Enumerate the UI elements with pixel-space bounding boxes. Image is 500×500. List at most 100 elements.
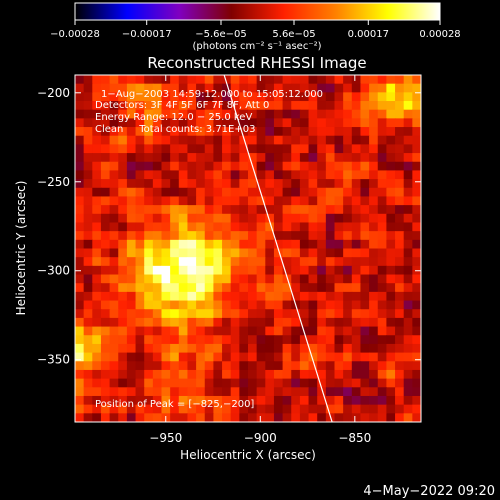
heatmap-cell [196, 83, 206, 93]
heatmap-cell [308, 231, 318, 241]
heatmap-cell [412, 75, 421, 85]
heatmap-cell [196, 109, 206, 119]
heatmap-cell [248, 335, 258, 345]
heatmap-cell [265, 309, 275, 319]
heatmap-cell [351, 283, 362, 293]
heatmap-cell [109, 300, 119, 310]
heatmap-cell [75, 274, 85, 284]
heatmap-cell [170, 413, 180, 422]
heatmap-cell [317, 369, 327, 380]
heatmap-cell [273, 239, 284, 250]
heatmap-cell [403, 283, 413, 293]
heatmap-cell [265, 187, 275, 198]
heatmap-cell [325, 179, 336, 189]
heatmap-cell [178, 378, 189, 388]
heatmap-cell [170, 179, 180, 189]
heatmap-cell [291, 274, 301, 284]
heatmap-cell [351, 361, 362, 371]
heatmap-cell [196, 222, 206, 232]
heatmap-cell [196, 205, 206, 215]
heatmap-cell [213, 144, 223, 154]
heatmap-cell [351, 101, 362, 111]
heatmap-cell [118, 361, 128, 371]
heatmap-cell [369, 187, 379, 198]
heatmap-cell [75, 300, 85, 310]
heatmap-cell [196, 326, 206, 336]
heatmap-cell [100, 257, 111, 267]
heatmap-cell [317, 196, 327, 206]
heatmap-cell [343, 361, 353, 371]
heatmap-cell [187, 118, 197, 128]
heatmap-cell [360, 144, 370, 154]
heatmap-cell [325, 83, 336, 93]
heatmap-cell [395, 283, 405, 293]
heatmap-cell [248, 222, 258, 232]
heatmap-cell [178, 161, 189, 172]
heatmap-cell [386, 205, 396, 215]
heatmap-cell [170, 127, 180, 137]
heatmap-cell [152, 378, 163, 388]
heatmap-cell [187, 222, 197, 232]
heatmap-cell [213, 101, 223, 111]
heatmap-cell [75, 387, 85, 397]
heatmap-cell [386, 92, 396, 102]
heatmap-cell [299, 335, 310, 345]
heatmap-cell [144, 404, 154, 414]
heatmap-cell [83, 274, 93, 284]
heatmap-cell [239, 92, 249, 102]
heatmap-cell [317, 170, 327, 180]
heatmap-cell [222, 222, 232, 232]
heatmap-cell [377, 92, 387, 102]
heatmap-cell [317, 75, 327, 85]
heatmap-cell [299, 92, 310, 102]
heatmap-cell [386, 135, 396, 145]
heatmap-cell [126, 127, 137, 137]
heatmap-cell [161, 179, 171, 189]
heatmap-cell [343, 179, 353, 189]
heatmap-cell [291, 222, 301, 232]
colorbar [74, 2, 441, 21]
heatmap-cell [100, 118, 111, 128]
heatmap-cell [265, 248, 275, 258]
heatmap-cell [369, 300, 379, 310]
heatmap-cell [299, 378, 310, 388]
heatmap-cell [170, 265, 180, 276]
heatmap-cell [178, 387, 189, 397]
heatmap-cell [273, 361, 284, 371]
heatmap-cell [118, 335, 128, 345]
heatmap-cell [299, 161, 310, 172]
heatmap-cell [265, 265, 275, 276]
heatmap-cell [75, 83, 85, 93]
heatmap-cell [369, 395, 379, 406]
heatmap-cell [135, 92, 145, 102]
heatmap-cell [126, 257, 137, 267]
heatmap-cell [291, 196, 301, 206]
heatmap-cell [317, 326, 327, 336]
heatmap-cell [403, 369, 413, 380]
heatmap-cell [213, 83, 223, 93]
heatmap-cell [369, 274, 379, 284]
heatmap-cell [360, 101, 370, 111]
heatmap-cell [325, 144, 336, 154]
heatmap-cell [170, 109, 180, 119]
heatmap-cell [386, 222, 396, 232]
heatmap-cell [178, 231, 189, 241]
heatmap-cell [109, 161, 119, 172]
heatmap-cell [369, 179, 379, 189]
heatmap-cell [83, 343, 93, 354]
heatmap-cell [343, 309, 353, 319]
heatmap-cell [360, 161, 370, 172]
heatmap-cell [403, 179, 413, 189]
annotation-detectors: Detectors: 3F 4F 5F 6F 7F 8F, Att 0 [95, 100, 269, 111]
heatmap-cell [92, 361, 102, 371]
heatmap-cell [230, 239, 240, 250]
heatmap-cell [282, 335, 292, 345]
heatmap-cell [403, 413, 413, 422]
heatmap-cell [75, 144, 85, 154]
heatmap-cell [135, 265, 145, 276]
heatmap-cell [377, 153, 387, 163]
heatmap-cell [83, 213, 93, 224]
heatmap-cell [83, 352, 93, 362]
heatmap-cell [204, 291, 214, 302]
heatmap-cell [109, 265, 119, 276]
